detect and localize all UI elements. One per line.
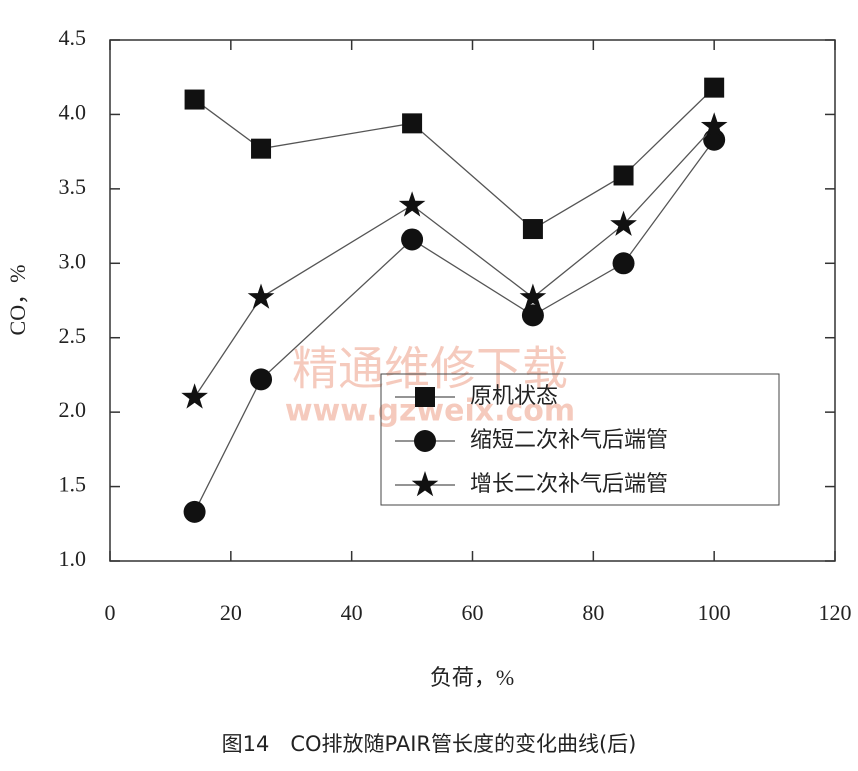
marker (247, 283, 275, 309)
marker (250, 368, 273, 391)
x-tick-label: 0 (105, 600, 116, 625)
x-tick-label: 120 (819, 600, 852, 625)
y-tick-label: 1.0 (59, 546, 87, 571)
marker (522, 219, 543, 240)
y-tick-label: 4.5 (59, 25, 87, 50)
marker (521, 304, 544, 327)
marker (610, 210, 637, 236)
caption: 图14 CO排放随PAIR管长度的变化曲线(后) (222, 732, 637, 756)
marker (402, 113, 423, 134)
series-line (194, 139, 715, 513)
marker (401, 228, 424, 251)
x-tick-label: 60 (462, 600, 484, 625)
x-tick-label: 40 (341, 600, 363, 625)
y-axis-label: CO，% (5, 265, 30, 336)
x-tick-label: 100 (698, 600, 731, 625)
y-tick-label: 3.0 (59, 248, 87, 273)
y-tick-label: 2.0 (59, 397, 87, 422)
series-line (194, 87, 715, 230)
watermark: 精通维修下载 (292, 342, 568, 396)
marker (183, 500, 206, 523)
x-tick-label: 20 (220, 600, 242, 625)
x-tick-label: 80 (582, 600, 604, 625)
marker (398, 191, 426, 217)
marker (519, 283, 547, 309)
legend-label: 缩短二次补气后端管 (470, 428, 668, 453)
legend-marker (414, 430, 436, 452)
legend-marker (415, 387, 435, 407)
x-axis-label: 负荷，% (430, 665, 514, 690)
marker (704, 77, 725, 98)
marker (184, 89, 205, 110)
y-tick-label: 3.5 (59, 174, 87, 199)
marker (612, 252, 635, 275)
y-tick-label: 4.0 (59, 99, 87, 124)
legend-marker (411, 471, 439, 497)
marker (613, 165, 634, 186)
marker (251, 138, 272, 159)
legend-label: 增长二次补气后端管 (470, 472, 668, 497)
marker (700, 112, 728, 138)
marker (703, 128, 726, 151)
marker (181, 383, 208, 409)
legend-label: 原机状态 (470, 384, 558, 409)
y-tick-label: 2.5 (59, 323, 87, 348)
y-tick-label: 1.5 (59, 472, 87, 497)
legend-box (380, 373, 780, 506)
series-line (194, 125, 715, 398)
